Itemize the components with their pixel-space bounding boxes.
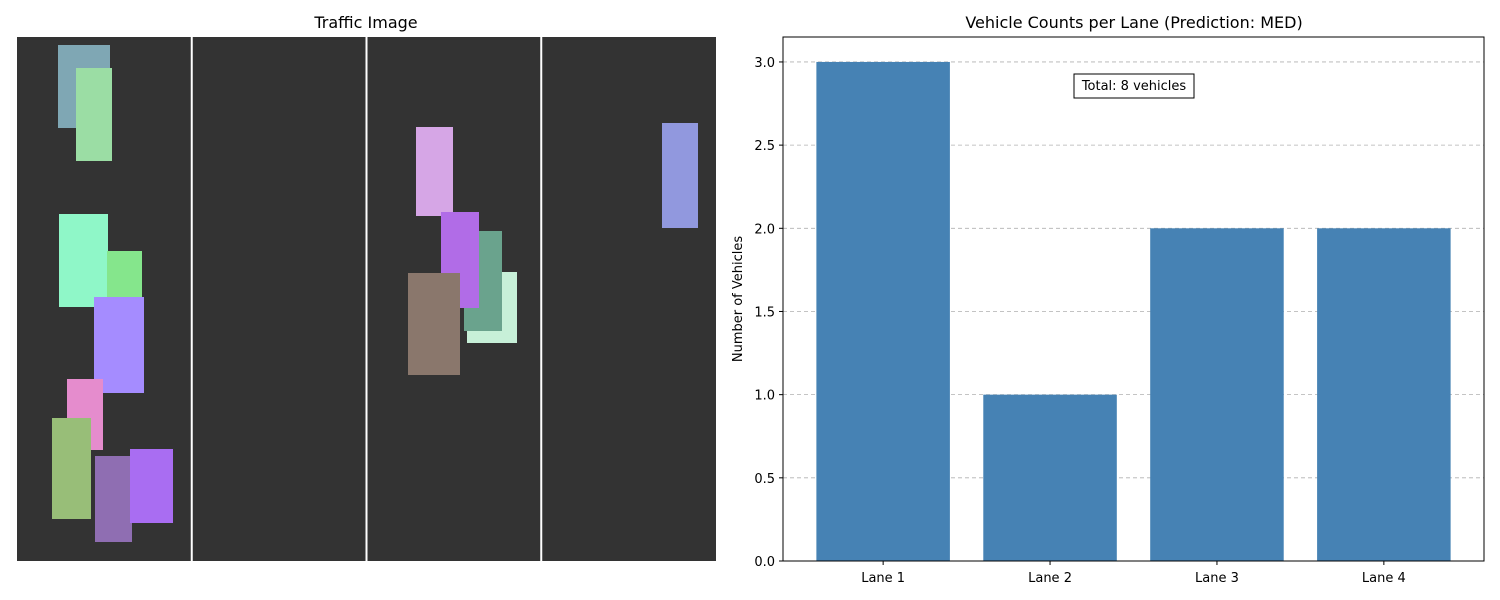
chart-title: Vehicle Counts per Lane (Prediction: MED… bbox=[965, 13, 1302, 32]
vehicle-lane-1 bbox=[94, 297, 144, 393]
traffic-image-title: Traffic Image bbox=[313, 13, 417, 32]
vehicle-lane-1 bbox=[59, 214, 108, 307]
annotation-frame bbox=[1073, 73, 1195, 99]
y-tick-label: 2.0 bbox=[754, 222, 775, 237]
x-tick-label: Lane 1 bbox=[861, 571, 905, 586]
bar-lane-2 bbox=[983, 394, 1117, 561]
chart-annotation: Total: 8 vehicles bbox=[1081, 79, 1187, 94]
vehicle-lane-3 bbox=[416, 127, 453, 216]
x-tick-label: Lane 4 bbox=[1362, 571, 1406, 586]
vehicle-lane-3 bbox=[408, 273, 460, 375]
y-tick-label: 3.0 bbox=[754, 56, 775, 71]
vehicle-lane-1 bbox=[107, 251, 142, 298]
x-tick-label: Lane 3 bbox=[1195, 571, 1239, 586]
vehicle-lane-1 bbox=[95, 456, 132, 542]
vehicle-lane-1 bbox=[76, 68, 112, 161]
bar-lane-3 bbox=[1150, 228, 1284, 562]
vehicle-lane-4 bbox=[662, 123, 698, 228]
y-tick-label: 0.5 bbox=[754, 472, 775, 487]
chart-annotation-box: Total: 8 vehicles bbox=[1073, 73, 1195, 99]
vehicle-lane-1 bbox=[52, 418, 91, 519]
y-tick-label: 0.0 bbox=[754, 555, 775, 570]
chart-bars bbox=[816, 61, 1451, 562]
bar-lane-1 bbox=[816, 61, 950, 561]
chart-y-axis-label: Number of Vehicles bbox=[731, 236, 746, 363]
x-tick-label: Lane 2 bbox=[1028, 571, 1072, 586]
traffic-image bbox=[17, 37, 716, 561]
chart-y-axis: 0.0 0.5 1.0 1.5 2.0 2.5 3.0 bbox=[754, 56, 783, 570]
bar-lane-4 bbox=[1317, 228, 1451, 562]
y-tick-label: 1.5 bbox=[754, 305, 775, 320]
chart-plot-frame bbox=[782, 36, 1485, 562]
vehicle-lane-1 bbox=[130, 449, 173, 523]
y-tick-label: 1.0 bbox=[754, 389, 775, 404]
y-tick-label: 2.5 bbox=[754, 139, 775, 154]
chart-x-axis: Lane 1 Lane 2 Lane 3 Lane 4 bbox=[861, 561, 1406, 586]
